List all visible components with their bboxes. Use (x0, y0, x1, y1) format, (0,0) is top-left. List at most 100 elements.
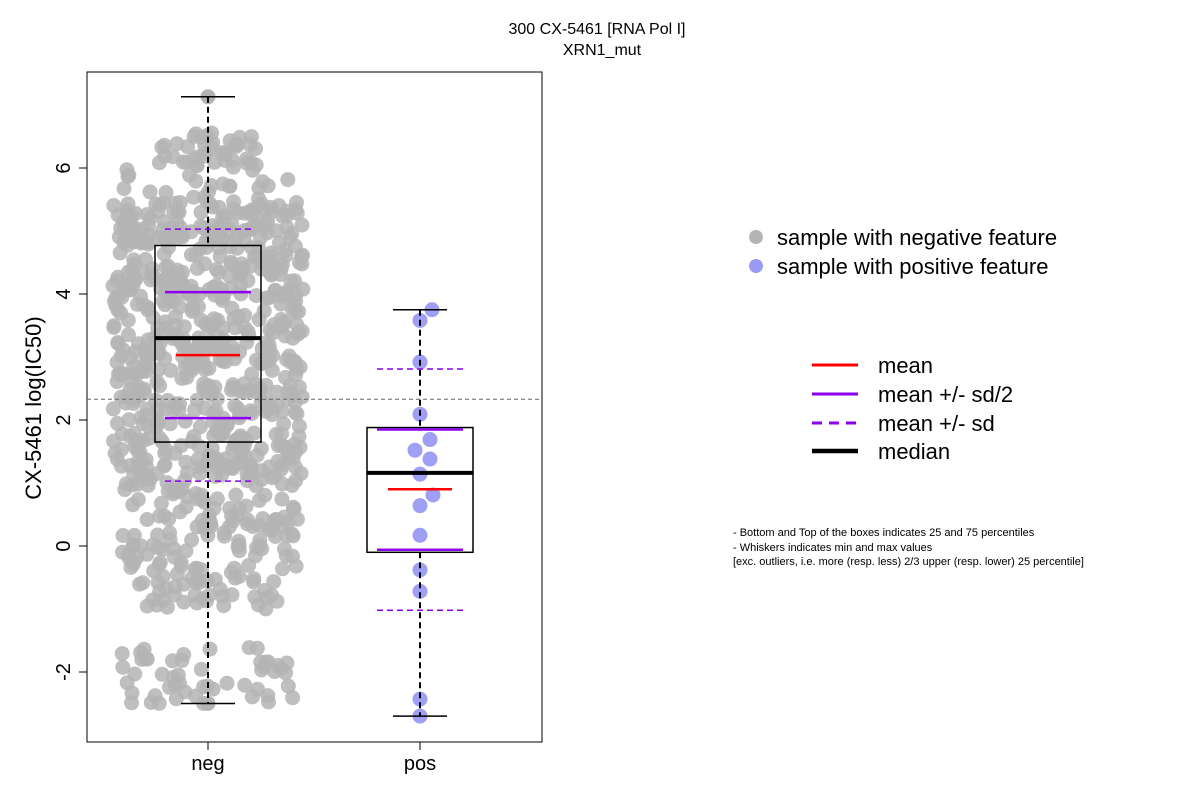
neg-point (120, 327, 136, 343)
neg-point (251, 191, 266, 206)
neg-point (161, 511, 177, 527)
neg-point (273, 312, 289, 327)
neg-point (223, 256, 239, 272)
neg-point (174, 370, 190, 386)
neg-point (170, 667, 186, 683)
neg-point (186, 129, 202, 144)
neg-point (117, 482, 133, 498)
neg-point (288, 558, 304, 574)
neg-point (154, 139, 170, 155)
neg-point (257, 391, 273, 407)
neg-point (167, 483, 183, 499)
neg-point (105, 401, 121, 417)
neg-point (281, 450, 297, 466)
neg-point (226, 560, 242, 576)
neg-point (221, 268, 237, 284)
neg-point (246, 571, 262, 587)
neg-point (234, 256, 250, 272)
neg-point (215, 424, 231, 440)
neg-point (116, 234, 132, 250)
neg-point (203, 338, 219, 354)
neg-point (151, 345, 167, 361)
neg-point (121, 412, 137, 428)
neg-point (120, 210, 136, 226)
neg-point (130, 492, 146, 507)
neg-point (241, 558, 257, 573)
neg-point (236, 376, 252, 392)
y-axis-title: CX-5461 log(IC50) (21, 316, 46, 499)
neg-point (188, 688, 204, 704)
box-pos (366, 309, 474, 717)
neg-point (159, 599, 175, 615)
legend-line-label: mean +/- sd/2 (878, 382, 1013, 407)
chart-subtitle: XRN1_mut (563, 42, 642, 59)
neg-point (280, 172, 296, 188)
neg-point (285, 690, 301, 706)
neg-point (132, 576, 148, 592)
neg-point (149, 374, 165, 390)
neg-point (195, 591, 211, 607)
neg-point (289, 511, 305, 527)
neg-point (139, 512, 155, 527)
neg-point (254, 341, 270, 357)
neg-point (244, 129, 259, 145)
neg-point (211, 199, 227, 215)
neg-point (248, 478, 264, 494)
neg-point (264, 587, 279, 603)
neg-point (249, 640, 265, 656)
neg-point (133, 538, 149, 554)
neg-point (279, 203, 295, 219)
neg-point (237, 205, 253, 221)
legend: sample with negative feature sample with … (749, 225, 1057, 464)
pos-points-group (407, 302, 441, 724)
neg-point (189, 519, 205, 535)
legend-line-label: mean +/- sd (878, 411, 995, 436)
neg-point (178, 543, 194, 559)
neg-point (184, 532, 200, 548)
neg-point (120, 312, 136, 328)
neg-points-group (105, 89, 311, 711)
neg-point (264, 407, 280, 423)
note-line-3: [exc. outliers, i.e. more (resp. less) 2… (733, 556, 1084, 568)
neg-point (194, 355, 210, 371)
neg-point (207, 468, 223, 484)
neg-point (249, 447, 265, 463)
neg-point (162, 416, 178, 432)
neg-point (239, 466, 255, 482)
neg-point (193, 661, 209, 677)
neg-point (150, 320, 166, 336)
neg-point (285, 528, 301, 544)
neg-point (112, 366, 128, 382)
neg-point (248, 141, 263, 157)
y-tick-label: 4 (53, 288, 75, 299)
neg-point (179, 465, 195, 480)
plot-area: -2 0 2 4 6 neg pos (53, 71, 543, 775)
neg-point (206, 311, 222, 327)
neg-point (126, 527, 142, 543)
neg-point (149, 412, 165, 427)
neg-point (228, 231, 244, 247)
neg-point (245, 519, 261, 534)
box-rect (154, 244, 262, 443)
neg-point (279, 655, 295, 671)
box-rect (366, 426, 474, 554)
neg-point (269, 384, 285, 400)
neg-point (259, 225, 275, 241)
neg-point (136, 641, 152, 657)
neg-point (217, 354, 233, 370)
neg-point (202, 641, 218, 657)
neg-point (244, 689, 260, 705)
neg-point (175, 277, 190, 292)
neg-point (218, 451, 234, 467)
neg-point (154, 666, 170, 682)
neg-point (115, 659, 131, 675)
neg-point (115, 528, 131, 543)
neg-point (289, 406, 305, 422)
neg-point (259, 290, 275, 306)
neg-point (277, 242, 293, 258)
neg-point (129, 443, 145, 458)
neg-point (122, 282, 138, 298)
neg-point (280, 678, 296, 694)
neg-point (224, 382, 239, 398)
neg-point (125, 556, 141, 572)
